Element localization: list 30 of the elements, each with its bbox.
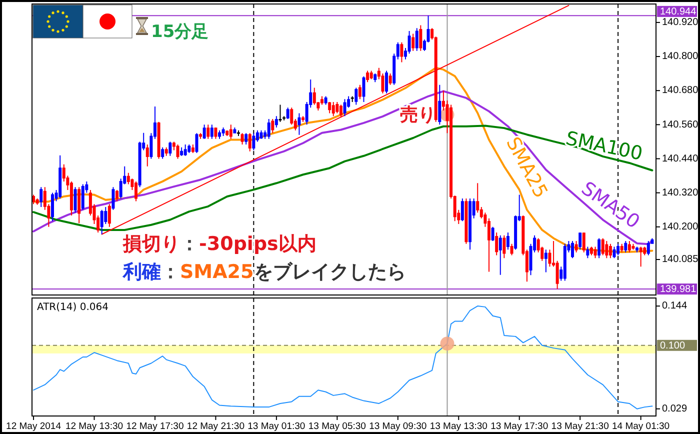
y-tick-label: 140.560: [662, 119, 699, 130]
y-tick-label: 140.440: [662, 153, 699, 164]
annotation: 利確：SMA25をブレイクしたら: [122, 261, 406, 283]
y-tick-label: 140.085: [662, 254, 699, 266]
x-tick-label: 14 May 01:30: [612, 421, 670, 432]
y-tick-label: 140.200: [662, 222, 699, 233]
ref-line-label: 0.100: [660, 340, 686, 352]
y-tick-label: 0.144: [662, 300, 688, 312]
x-tick-label: 13 May 21:30: [551, 421, 609, 432]
y-tick-label: 140.800: [662, 51, 699, 62]
y-tick-label: 140.320: [662, 187, 699, 198]
ref-line-label: 139.981: [660, 284, 697, 296]
y-tick-label: 0.029: [662, 403, 688, 414]
annotation: 売り: [400, 104, 436, 126]
text: SMA100: [564, 127, 644, 166]
annotation: 損切り：-30pips以内: [122, 233, 316, 255]
ref-line-label: 140.944: [660, 6, 697, 18]
x-tick-label: 13 May 05:30: [308, 421, 366, 432]
x-tick-label: 12 May 13:30: [65, 421, 124, 432]
y-tick-label: 140.680: [662, 85, 699, 96]
x-tick-label: 13 May 01:30: [248, 421, 306, 432]
x-tick-label: 12 May 21:30: [186, 421, 244, 432]
x-tick-label: 13 May 13:30: [430, 421, 488, 432]
x-tick-label: 13 May 17:30: [490, 421, 548, 432]
x-tick-label: 12 May 2014: [6, 421, 61, 432]
x-tick-label: 13 May 09:30: [369, 421, 427, 432]
y-tick-label: 140.920: [662, 17, 699, 28]
x-tick-label: 12 May 17:30: [126, 421, 184, 432]
chart-title: ATR(14) 0.064: [37, 302, 108, 313]
text: 15分足: [151, 22, 209, 42]
